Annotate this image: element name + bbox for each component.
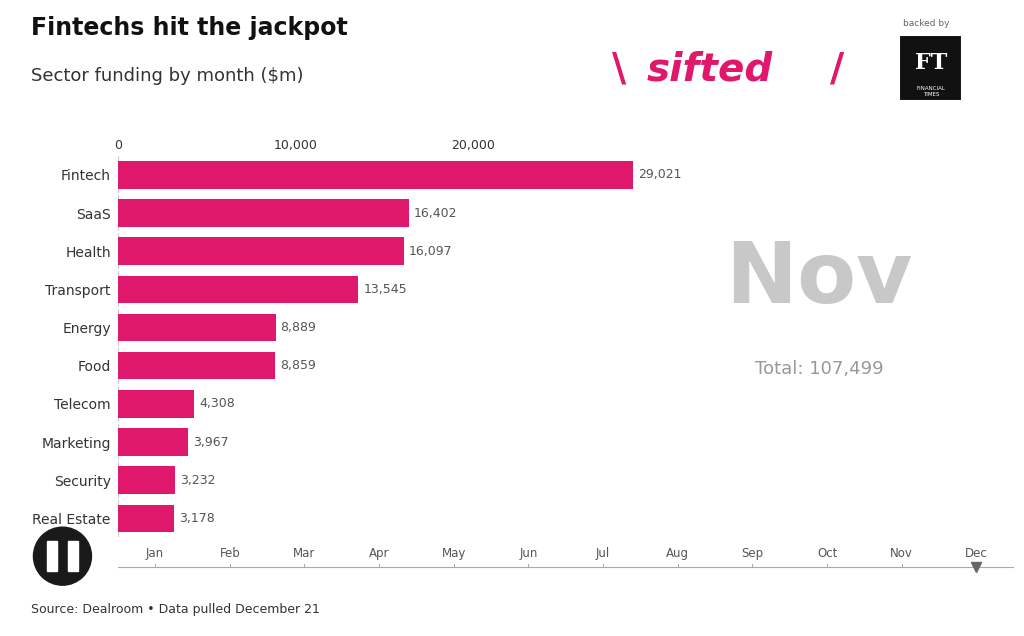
- Text: \: \: [612, 51, 653, 89]
- Text: 4,308: 4,308: [200, 398, 234, 410]
- Text: /: /: [830, 51, 845, 89]
- FancyBboxPatch shape: [899, 36, 963, 101]
- Text: Nov: Nov: [726, 238, 912, 321]
- Text: Source: Dealroom • Data pulled December 21: Source: Dealroom • Data pulled December …: [31, 603, 319, 616]
- Text: Dec: Dec: [965, 547, 988, 560]
- Bar: [118, 199, 409, 227]
- Text: backed by: backed by: [903, 19, 950, 28]
- Text: 3,232: 3,232: [180, 474, 216, 487]
- Text: 13,545: 13,545: [364, 283, 407, 296]
- Text: sifted: sifted: [646, 51, 772, 89]
- Bar: [47, 541, 57, 571]
- Text: Mar: Mar: [293, 547, 315, 560]
- Text: FINANCIAL
TIMES: FINANCIAL TIMES: [916, 86, 945, 97]
- Text: Sep: Sep: [741, 547, 764, 560]
- Bar: [118, 428, 188, 456]
- Bar: [118, 390, 195, 418]
- Bar: [68, 541, 78, 571]
- Text: 3,967: 3,967: [194, 436, 228, 448]
- Text: 16,402: 16,402: [414, 207, 458, 219]
- Text: May: May: [441, 547, 466, 560]
- Text: 8,889: 8,889: [281, 321, 316, 334]
- Text: 3,178: 3,178: [179, 512, 215, 525]
- Text: Jan: Jan: [146, 547, 164, 560]
- Text: Jun: Jun: [519, 547, 538, 560]
- Bar: [118, 466, 175, 494]
- Text: 16,097: 16,097: [409, 245, 453, 258]
- Bar: [118, 314, 275, 342]
- Circle shape: [34, 527, 91, 585]
- Bar: [118, 352, 275, 380]
- Text: 8,859: 8,859: [281, 359, 316, 372]
- Bar: [118, 275, 358, 303]
- Text: Nov: Nov: [890, 547, 913, 560]
- Text: 29,021: 29,021: [638, 169, 682, 181]
- Text: Aug: Aug: [667, 547, 689, 560]
- Text: Feb: Feb: [219, 547, 241, 560]
- Text: Fintechs hit the jackpot: Fintechs hit the jackpot: [31, 16, 347, 40]
- Text: Total: 107,499: Total: 107,499: [755, 360, 884, 378]
- Text: Jul: Jul: [596, 547, 610, 560]
- Text: Sector funding by month ($m): Sector funding by month ($m): [31, 67, 303, 85]
- Text: FT: FT: [914, 52, 947, 74]
- Text: Oct: Oct: [817, 547, 838, 560]
- Bar: [118, 504, 174, 532]
- Bar: [118, 161, 633, 189]
- Text: Apr: Apr: [369, 547, 389, 560]
- Bar: [118, 237, 403, 265]
